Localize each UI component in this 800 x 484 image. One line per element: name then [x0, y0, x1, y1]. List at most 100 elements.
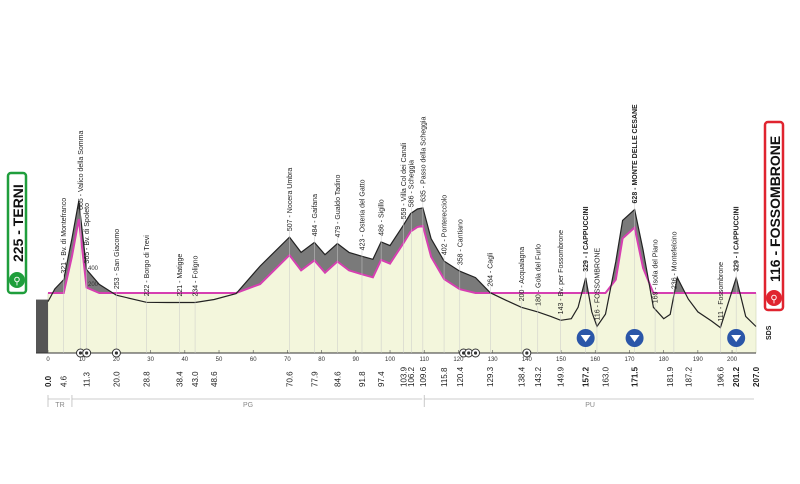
checkpoint-label: 507 - Nocera Umbra	[287, 168, 294, 232]
altitude-label: 400	[88, 266, 99, 272]
checkpoint-label: 236 - Montefelcino	[671, 231, 678, 289]
checkpoint-label: 321 - Bv. di Montefranco	[61, 198, 68, 274]
checkpoint-label: 486 - Sigillo	[379, 199, 386, 236]
finish-badge: ⚲ 116 - FOSSOMBRONE	[763, 120, 785, 312]
checkpoint-label: 180 - Gola del Furlo	[535, 244, 542, 306]
checkpoint-label: 253 - San Giacomo	[114, 229, 121, 289]
km-marker: 207.0	[752, 366, 761, 387]
km-marker: 106.2	[407, 366, 416, 387]
x-tick-label: 170	[624, 357, 635, 363]
x-tick-label: 180	[659, 357, 670, 363]
x-tick-label: 0	[46, 357, 50, 363]
km-marker: 138.4	[517, 366, 526, 387]
x-tick-label: 150	[556, 357, 567, 363]
km-marker: 149.9	[557, 366, 566, 387]
km-marker: 38.4	[175, 371, 184, 387]
x-tick-label: 70	[284, 357, 291, 363]
km-marker: 120.4	[456, 366, 465, 387]
finish-city-name: 116 - FOSSOMBRONE	[767, 136, 783, 282]
region-label: TR	[55, 402, 64, 409]
region-label: PG	[243, 402, 253, 409]
altitude-label: 200	[88, 282, 99, 288]
checkpoint-label: 559 - Villa Col dei Canali	[401, 142, 408, 219]
x-tick-label: 140	[522, 357, 533, 363]
region-label: PU	[585, 402, 595, 409]
km-marker: 109.6	[419, 366, 428, 387]
x-tick-label: 120	[453, 357, 464, 363]
bike-icon: ⚲	[13, 276, 20, 287]
checkpoint-label: 635 - Passo della Scheggia	[420, 117, 427, 202]
x-tick-label: 40	[181, 357, 188, 363]
checkpoint-label: 423 - Osteria del Gatto	[359, 179, 366, 250]
checkpoint-label: 484 - Gaifana	[312, 194, 319, 237]
checkpoint-label: 169 - Isola del Piano	[653, 239, 660, 303]
km-marker: 171.5	[631, 366, 640, 387]
start-badge: ⚲ 225 - TERNI	[6, 171, 28, 295]
km-marker: 181.9	[666, 366, 675, 387]
sds-logo: SDS	[766, 325, 773, 340]
km-marker: 196.6	[716, 366, 725, 387]
km-marker: 103.9	[399, 366, 408, 387]
checkpoint-label: 329 - I CAPPUCCINI	[583, 206, 590, 271]
checkpoint-label: 628 - MONTE DELLE CESANE	[632, 104, 639, 204]
x-tick-label: 200	[727, 357, 738, 363]
km-marker: 48.6	[210, 371, 219, 387]
checkpoint-label: 111 - Fossombrone	[718, 262, 725, 322]
x-tick-label: 160	[590, 357, 601, 363]
sprint-icon-dot	[114, 351, 119, 355]
km-marker: 4.6	[60, 375, 69, 387]
sprint-icon-dot	[78, 351, 83, 355]
climb-arrow-icon	[580, 335, 591, 342]
bike-icon: ⚲	[770, 294, 777, 305]
checkpoint-label: 143 - Bv. per Fossombrone	[558, 230, 565, 314]
sprint-icon-dot	[525, 351, 529, 355]
profile-left-edge	[36, 299, 48, 353]
checkpoint-label: 365 - Bv. di Spoleto	[84, 203, 91, 264]
checkpoint-label: 358 - Cantiano	[457, 219, 464, 265]
climb-arrow-icon	[731, 335, 742, 342]
km-marker: 20.0	[112, 371, 121, 387]
km-marker: 28.8	[143, 371, 152, 387]
x-tick-label: 50	[216, 357, 223, 363]
checkpoint-label: 116 - FOSSOMBRONE	[594, 248, 601, 321]
x-tick-label: 30	[147, 357, 154, 363]
km-marker: 187.2	[684, 366, 693, 387]
km-marker: 70.6	[285, 371, 294, 387]
checkpoint-label: 402 - Ponterecciolo	[442, 195, 449, 255]
km-marker: 84.6	[333, 371, 342, 387]
km-marker: 0.0	[44, 375, 53, 387]
x-tick-label: 80	[318, 357, 325, 363]
km-marker: 77.9	[310, 371, 319, 387]
sprint-icon-dot	[467, 351, 471, 355]
km-marker: 129.3	[486, 366, 495, 387]
x-tick-label: 20	[113, 357, 120, 363]
x-tick-label: 10	[79, 357, 86, 363]
checkpoint-label: 222 - Borgo di Trevi	[144, 235, 151, 297]
x-tick-label: 190	[693, 357, 704, 363]
km-marker: 11.3	[83, 371, 92, 387]
sprint-icon-dot	[85, 351, 89, 355]
x-tick-label: 90	[352, 357, 359, 363]
x-tick-label: 60	[250, 357, 257, 363]
sprint-icon-dot	[473, 351, 478, 355]
checkpoint-label: 329 - I CAPPUCCINI	[734, 206, 741, 271]
km-marker: 115.8	[440, 367, 449, 387]
checkpoint-label: 479 - Gualdo Tadino	[335, 174, 342, 237]
x-tick-label: 110	[419, 357, 429, 363]
km-marker: 43.0	[191, 371, 200, 387]
km-marker: 163.0	[602, 366, 611, 387]
km-marker: 143.2	[534, 366, 543, 387]
checkpoint-label: 200 - Acqualagna	[519, 247, 526, 302]
km-marker: 201.2	[732, 366, 741, 387]
x-tick-label: 100	[385, 357, 396, 363]
km-marker: 97.4	[377, 371, 386, 387]
km-marker: 91.8	[358, 371, 367, 387]
checkpoint-label: 264 - Cagli	[488, 252, 495, 286]
x-tick-label: 130	[488, 357, 499, 363]
checkpoint-label: 221 - Matigge	[177, 254, 184, 297]
checkpoint-label: 586 - Scheggia	[409, 160, 416, 207]
checkpoint-label: 234 - Foligno	[193, 256, 200, 297]
checkpoint-label: 665 - Valico della Somma	[78, 131, 85, 210]
